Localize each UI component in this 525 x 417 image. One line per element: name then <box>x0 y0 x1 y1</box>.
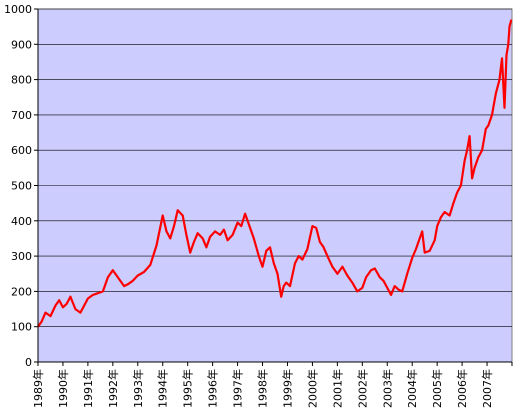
x-tick-label: 2006年 <box>455 369 469 408</box>
y-tick-label: 300 <box>11 250 32 263</box>
x-tick-label: 1992年 <box>106 369 120 408</box>
gridlines <box>38 8 512 328</box>
x-tick-label: 2001年 <box>330 369 344 408</box>
x-tick-label: 2007年 <box>480 369 494 408</box>
x-tick-label: 1997年 <box>231 369 245 408</box>
x-tick-label: 1994年 <box>156 369 170 408</box>
x-tick-label: 2002年 <box>355 369 369 408</box>
y-tick-label: 400 <box>11 215 32 228</box>
x-tick-label: 2004年 <box>405 369 419 408</box>
y-tick-label: 700 <box>11 109 32 122</box>
x-tick-label: 1999年 <box>280 369 294 408</box>
x-tick-label: 1990年 <box>56 369 70 408</box>
y-tick-label: 0 <box>25 356 32 369</box>
x-tick-label: 2000年 <box>305 369 319 408</box>
y-tick-label: 800 <box>11 74 32 87</box>
y-tick-label: 500 <box>11 180 32 193</box>
y-tick-label: 1000 <box>4 3 32 16</box>
x-tick-label: 1995年 <box>181 369 195 408</box>
x-tick-label: 1989年 <box>31 369 45 408</box>
x-tick-label: 1993年 <box>131 369 145 408</box>
x-tick-label: 2005年 <box>430 369 444 408</box>
y-tick-label: 200 <box>11 285 32 298</box>
y-axis: 0 100 200 300 400 500 600 700 800 900 1000 <box>4 3 38 369</box>
y-tick-label: 100 <box>11 321 32 334</box>
y-tick-label: 600 <box>11 144 32 157</box>
y-tick-label: 900 <box>11 38 32 51</box>
series-line <box>37 19 513 328</box>
x-axis: 1989年 1990年 1991年 1992年 1993年 1994年 1995年 1996年… <box>31 362 513 408</box>
x-tick-label: 2003年 <box>380 369 394 408</box>
series-group <box>37 19 513 328</box>
x-tick-label: 1991年 <box>81 369 95 408</box>
x-tick-label: 1996年 <box>206 369 220 408</box>
x-tick-label: 1998年 <box>256 369 270 408</box>
